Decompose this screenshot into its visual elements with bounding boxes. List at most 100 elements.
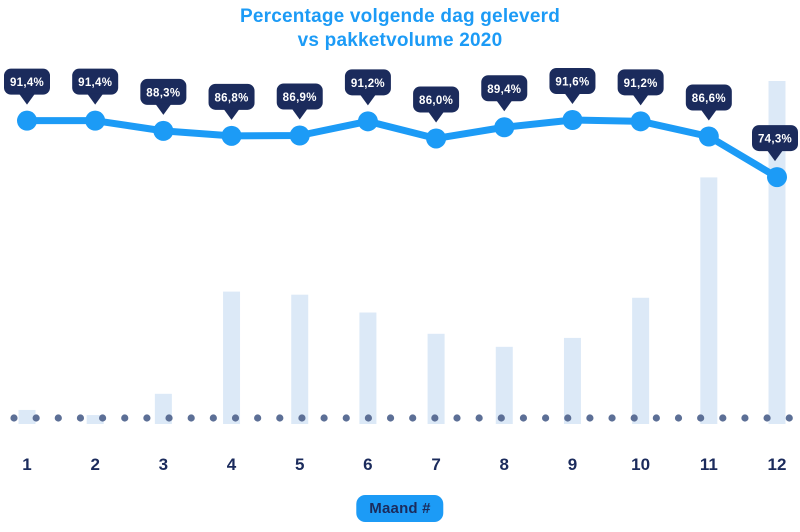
line-point	[562, 110, 583, 130]
value-tooltip-label: 86,8%	[214, 92, 248, 104]
x-axis-label: 11	[700, 455, 718, 474]
percentage-line	[23, 116, 781, 181]
baseline-dot	[431, 414, 439, 422]
baseline-dot	[121, 414, 129, 422]
baseline-dot	[519, 414, 528, 422]
x-axis-title-badge: Maand #	[356, 495, 444, 522]
baseline-dot	[475, 414, 483, 422]
baseline-dot	[586, 414, 594, 422]
value-tooltip-pointer	[632, 94, 649, 106]
value-tooltip-label: 91,2%	[351, 78, 385, 90]
value-tooltip-pointer	[87, 93, 104, 105]
baseline-dot	[32, 414, 40, 422]
baseline-dot	[409, 414, 417, 422]
baseline-dot	[209, 414, 217, 422]
baseline-dot	[54, 414, 62, 422]
value-tooltip-label: 86,0%	[419, 95, 453, 107]
x-axis-label: 12	[768, 455, 787, 474]
value-tooltip-label: 91,6%	[555, 77, 589, 89]
value-tooltip-bubble	[140, 78, 187, 105]
baseline-dot	[763, 414, 771, 422]
value-tooltip-pointer	[428, 111, 445, 123]
value-tooltip-bubble	[4, 68, 50, 95]
baseline-dot	[276, 414, 284, 422]
baseline-dot	[99, 414, 107, 422]
volume-bar	[563, 337, 581, 424]
baseline-dot	[254, 414, 262, 422]
value-tooltip-bubble	[344, 69, 391, 96]
volume-bar	[768, 81, 786, 424]
line-point	[767, 167, 787, 188]
x-axis-label: 8	[500, 455, 509, 474]
volume-bar	[359, 312, 377, 424]
x-axis-label: 9	[568, 455, 577, 474]
baseline-dot	[630, 414, 638, 422]
value-tooltip-bubble	[413, 86, 460, 113]
x-axis-label: 4	[227, 455, 237, 474]
line-point	[17, 110, 37, 131]
value-tooltip-label: 88,3%	[146, 87, 180, 99]
line-point	[85, 110, 106, 131]
x-axis-label: 6	[363, 455, 372, 474]
value-tooltip-label: 86,6%	[692, 93, 726, 105]
value-tooltip-pointer	[19, 93, 35, 105]
baseline-dot	[608, 414, 616, 422]
value-tooltip-bubble	[72, 68, 119, 95]
line-point	[630, 111, 651, 132]
baseline-dot	[785, 414, 793, 422]
baseline-dot	[453, 414, 461, 422]
value-tooltip-bubble	[752, 125, 798, 152]
value-tooltip-pointer	[359, 94, 376, 106]
baseline-dot	[364, 414, 372, 422]
line-point	[153, 120, 174, 141]
chart-title-line1: Percentage volgende dag geleverd	[239, 6, 560, 27]
value-tooltip-bubble	[276, 83, 323, 110]
baseline-dot	[10, 414, 18, 422]
baseline-dot	[652, 414, 660, 422]
x-axis-label: 5	[295, 455, 304, 474]
value-tooltip-pointer	[291, 108, 308, 120]
volume-bar	[18, 409, 36, 424]
volume-bar	[223, 291, 241, 424]
value-tooltip-pointer	[564, 93, 581, 104]
baseline-dot	[143, 414, 151, 422]
baseline-dot	[542, 414, 550, 422]
line-point	[494, 117, 515, 138]
value-tooltip-label: 91,2%	[624, 78, 658, 90]
baseline-dot	[497, 414, 505, 422]
baseline-dot	[298, 414, 306, 422]
volume-bar	[427, 333, 445, 424]
value-tooltip-bubble	[208, 83, 255, 110]
baseline-dot	[719, 414, 727, 422]
volume-bar	[86, 415, 104, 424]
line-point	[426, 128, 447, 149]
value-tooltip-label: 74,3%	[758, 134, 792, 146]
value-tooltip-bubble	[617, 69, 664, 96]
value-tooltip-pointer	[700, 109, 717, 121]
x-axis-label: 7	[431, 455, 440, 474]
baseline-dot	[697, 414, 705, 422]
value-tooltip-label: 89,4%	[487, 84, 521, 96]
x-axis-label: 3	[159, 455, 168, 474]
baseline-dot	[187, 414, 195, 422]
volume-bar	[495, 346, 513, 424]
line-point	[357, 111, 378, 132]
chart-title: Percentage volgende dag geleverd vs pakk…	[0, 5, 800, 53]
value-tooltip-pointer	[223, 108, 240, 120]
volume-bar	[700, 177, 718, 424]
value-tooltip-pointer	[155, 103, 172, 115]
value-tooltip-bubble	[549, 68, 596, 94]
volume-bar	[291, 294, 309, 424]
baseline-dot	[741, 414, 749, 422]
baseline-dot	[342, 414, 350, 422]
line-point	[221, 125, 242, 146]
volume-bar	[632, 297, 650, 424]
baseline-dot	[76, 414, 85, 422]
value-tooltip-label: 91,4%	[78, 77, 112, 89]
x-axis-label: 10	[631, 455, 650, 474]
baseline-dot	[231, 414, 240, 422]
value-tooltip-label: 86,9%	[283, 92, 317, 104]
x-axis-label: 1	[22, 455, 31, 474]
